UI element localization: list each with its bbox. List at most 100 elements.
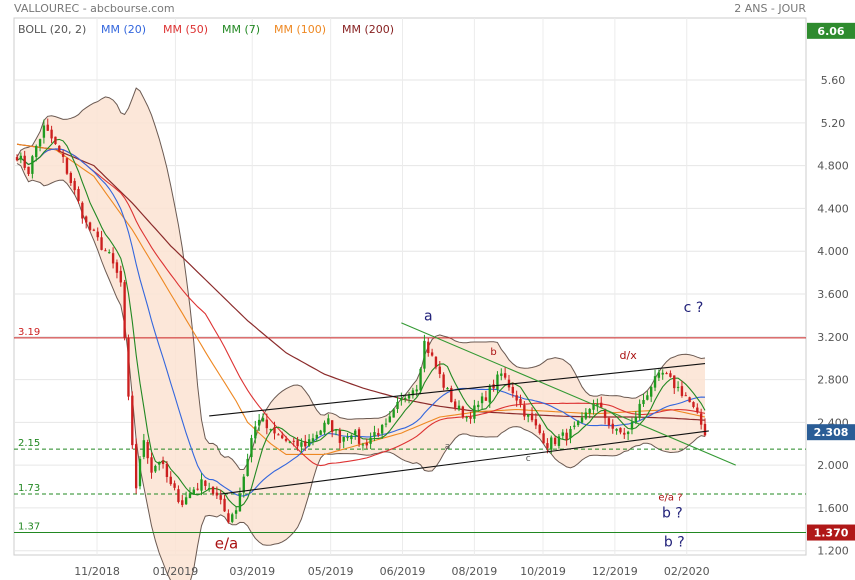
candle-body <box>88 222 92 231</box>
candle-body <box>388 416 392 423</box>
candle-body <box>446 387 449 390</box>
candle-body <box>354 430 357 435</box>
x-tick-label: 06/2019 <box>380 565 426 578</box>
price-tag <box>807 22 855 39</box>
candle-body <box>81 202 84 219</box>
candle-body <box>169 476 172 485</box>
candle-body <box>257 419 261 426</box>
candle-body <box>357 429 361 444</box>
x-tick-label: 10/2019 <box>520 565 566 578</box>
candle-body <box>223 498 226 512</box>
x-tick-label: 03/2019 <box>229 565 275 578</box>
candle-body <box>377 432 380 436</box>
candle-body <box>200 479 203 491</box>
trend-line <box>220 430 709 495</box>
candle-body <box>434 356 438 368</box>
candle-body <box>553 437 557 445</box>
candle-body <box>73 180 76 191</box>
candle-body <box>438 366 441 374</box>
candle-body <box>304 441 307 447</box>
wave-label: a <box>445 442 451 452</box>
candle-body <box>703 423 707 436</box>
candle-body <box>330 420 334 432</box>
candle-body <box>115 262 119 273</box>
plot-frame <box>13 17 807 556</box>
candle-body <box>119 270 122 283</box>
wave-label: c ? <box>684 300 704 316</box>
ma200-line <box>16 143 706 421</box>
ma100-line <box>16 143 706 455</box>
y-tick-label: 3.200 <box>817 331 849 344</box>
candle-body <box>54 136 57 145</box>
level-label: 2.15 <box>18 438 40 449</box>
level-label: 3.19 <box>18 327 40 338</box>
legend-mm20: MM (20) <box>101 23 146 36</box>
candle-body <box>503 373 507 378</box>
levels-layer: 3.19 2.15 1.73 1.37 <box>14 327 806 534</box>
candle-body <box>242 476 245 493</box>
y-tick-label: 2.000 <box>817 459 849 472</box>
candle-body <box>111 253 115 264</box>
candle-body <box>284 438 288 441</box>
candle-body <box>319 430 322 435</box>
candle-body <box>219 495 222 500</box>
candle-body <box>311 438 315 442</box>
trendline-layer <box>209 322 736 495</box>
candle-body <box>361 444 365 446</box>
bollinger-fill <box>17 88 705 580</box>
candle-body <box>184 497 188 505</box>
price-tag-label: 6.06 <box>817 25 844 38</box>
candle-body <box>404 398 407 400</box>
candle-body <box>423 340 426 369</box>
candle-body <box>465 417 468 419</box>
y-tick-label: 1.600 <box>817 502 849 515</box>
candle-body <box>530 413 534 421</box>
candle-body <box>619 427 622 433</box>
bollinger-upper <box>16 87 706 471</box>
wave-label: d/x <box>620 349 638 362</box>
candle-body <box>576 420 580 426</box>
candle-body <box>50 129 53 139</box>
candle-body <box>538 424 541 434</box>
candle-body <box>557 436 561 446</box>
annotation-layer: e/a a b a c d/x c ? e/a ? b ? b ? <box>215 300 704 552</box>
candle-body <box>123 282 126 338</box>
candle-body <box>146 441 149 459</box>
candle-body <box>261 418 265 422</box>
candle-body <box>696 407 699 413</box>
price-tag-label: 1.370 <box>814 527 849 540</box>
candle-body <box>104 250 107 252</box>
trend-line <box>209 362 706 417</box>
candle-body <box>623 432 626 435</box>
candle-body <box>19 155 23 160</box>
candle-body <box>650 386 653 397</box>
candle-body <box>615 428 618 431</box>
chart-period: 2 ANS - JOUR <box>734 2 806 15</box>
candle-body <box>653 376 657 388</box>
candle-body <box>158 461 161 465</box>
candle-body <box>27 166 30 175</box>
candle-body <box>142 440 146 457</box>
candle-body <box>31 156 34 174</box>
candle-body <box>626 431 630 435</box>
y-tick-label: 4.400 <box>817 202 849 215</box>
y-tick-label: 4.800 <box>817 160 849 173</box>
candle-body <box>100 237 103 250</box>
y-tick-label: 5.60 <box>821 74 846 87</box>
candle-body <box>323 422 326 433</box>
moving-average-layer <box>16 138 706 508</box>
candle-body <box>134 444 138 489</box>
price-tag <box>807 524 855 541</box>
y-tick-label: 3.600 <box>817 288 849 301</box>
candle-body <box>473 405 476 419</box>
candle-body <box>96 231 99 238</box>
candle-body <box>154 465 157 472</box>
candle-body <box>338 430 342 443</box>
candle-body <box>273 427 276 434</box>
candle-body <box>630 421 634 430</box>
candle-body <box>603 408 607 419</box>
candle-body <box>673 375 676 389</box>
candle-body <box>534 419 538 426</box>
candle-body <box>511 386 515 394</box>
